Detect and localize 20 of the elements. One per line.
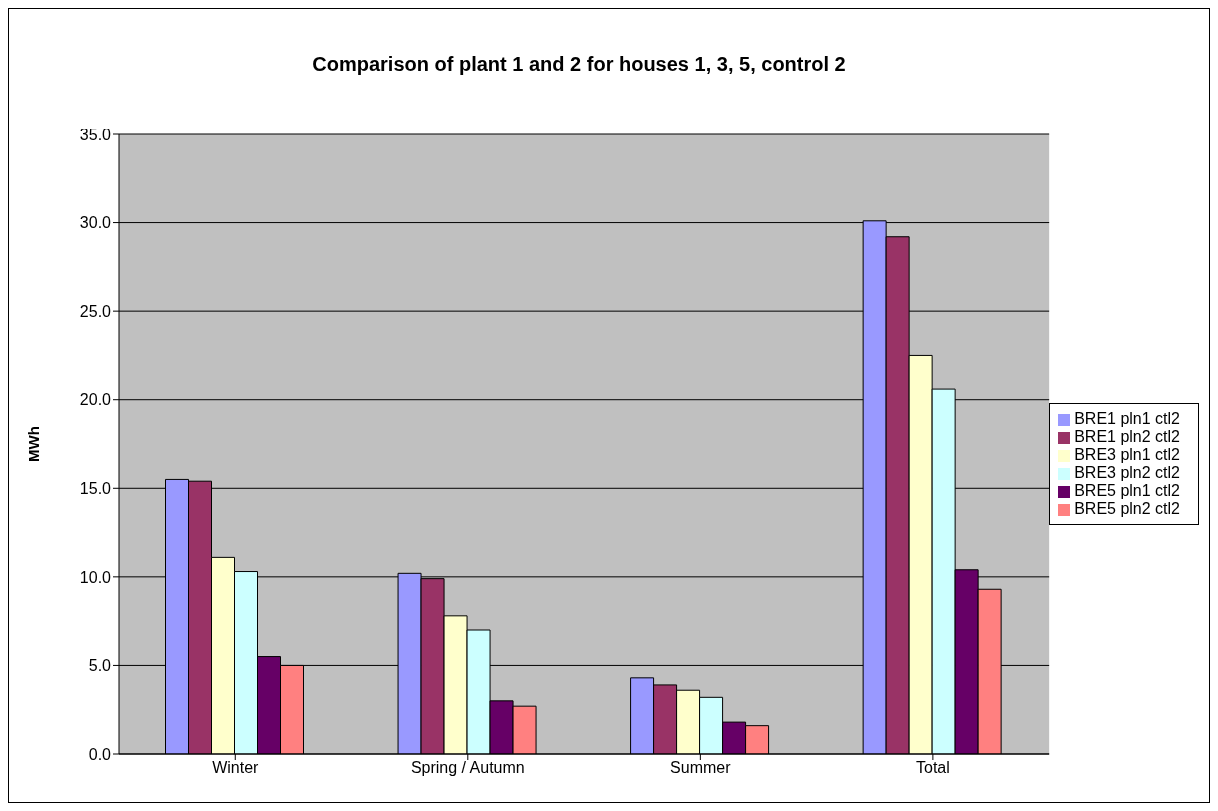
x-tick-label: Winter (212, 759, 260, 777)
y-tick-label: 15.0 (79, 479, 112, 497)
legend-label: BRE3 pln1 ctl2 (1074, 446, 1180, 463)
y-tick-label: 0.0 (88, 745, 112, 763)
y-tick-label: 10.0 (79, 568, 112, 586)
chart-title: Comparison of plant 1 and 2 for houses 1, 3, 5, control 2 (311, 53, 847, 76)
x-tick-label: Summer (670, 759, 732, 777)
legend-label: BRE3 pln2 ctl2 (1074, 464, 1180, 481)
legend-label: BRE5 pln1 ctl2 (1074, 482, 1180, 499)
y-tick-label: 35.0 (79, 125, 112, 143)
y-tick-label: 25.0 (79, 302, 112, 320)
y-tick-label: 5.0 (88, 657, 112, 675)
y-tick-label: 20.0 (79, 391, 112, 409)
x-tick-label: Spring / Autumn (410, 759, 525, 777)
legend-label: BRE1 pln2 ctl2 (1074, 428, 1180, 445)
y-tick-label: 30.0 (79, 214, 112, 232)
x-tick-label: Total (915, 759, 950, 777)
y-axis-title: MWh (25, 426, 43, 462)
legend-label: BRE5 pln2 ctl2 (1074, 500, 1180, 517)
legend-label: BRE1 pln1 ctl2 (1074, 410, 1180, 427)
